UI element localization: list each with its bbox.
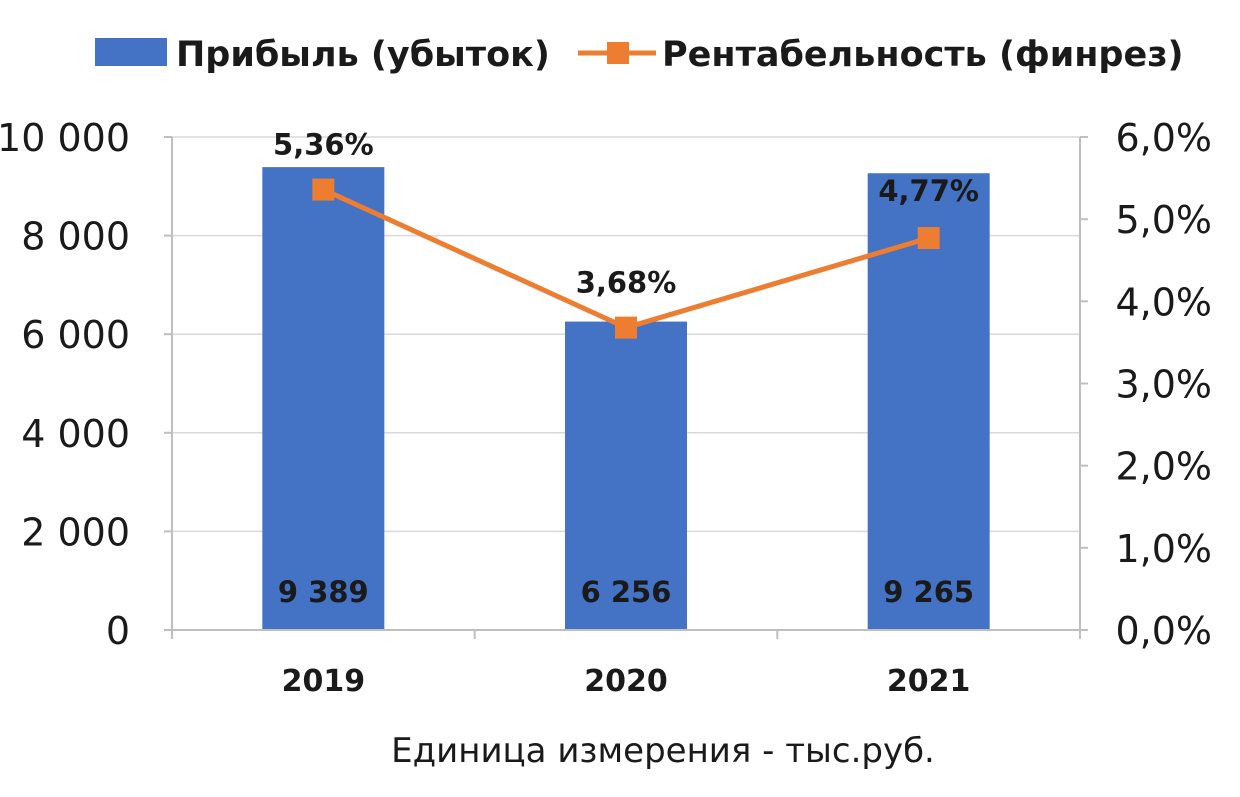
x-axis-label: Единица измерения - тыс.руб. bbox=[391, 731, 935, 771]
y-right-tick-label: 6,0% bbox=[1115, 116, 1212, 160]
y-left-tick-label: 4 000 bbox=[21, 412, 130, 456]
y-right-tick-label: 5,0% bbox=[1115, 198, 1212, 242]
x-category-label: 2021 bbox=[887, 664, 971, 699]
line-value-label: 5,36% bbox=[273, 128, 374, 162]
line-marker-2020 bbox=[615, 316, 637, 339]
y-right-tick-label: 2,0% bbox=[1115, 445, 1212, 489]
y-left-tick-label: 8 000 bbox=[21, 215, 130, 259]
legend-label-margin: Рентабельность (финрез) bbox=[662, 35, 1184, 75]
bar-value-label: 9 389 bbox=[278, 575, 369, 609]
margin-line bbox=[322, 187, 930, 331]
bar-value-label: 6 256 bbox=[581, 575, 672, 609]
y-right-tick-label: 4,0% bbox=[1115, 280, 1212, 324]
y-right-tick-label: 1,0% bbox=[1115, 527, 1212, 571]
bar-value-label: 9 265 bbox=[883, 575, 974, 609]
line-series bbox=[312, 178, 940, 339]
y-right-tick-label: 3,0% bbox=[1115, 363, 1212, 407]
line-marker-2019 bbox=[312, 178, 335, 201]
axes: 0 2 000 4 000 6 000 8 000 10 000 0,0% 1,0% 2,0% 3… bbox=[0, 116, 1212, 699]
bar-2020 bbox=[565, 321, 687, 630]
line-marker-2021 bbox=[917, 227, 940, 250]
legend: Прибыль (убыток) Рентабельность (финрез) bbox=[95, 35, 1184, 75]
x-category-label: 2020 bbox=[584, 664, 668, 699]
bar-series bbox=[262, 167, 990, 630]
legend-label-profit: Прибыль (убыток) bbox=[176, 35, 550, 75]
bar-2019 bbox=[262, 167, 385, 630]
y-left-tick-label: 10 000 bbox=[0, 116, 130, 160]
y-left-tick-label: 6 000 bbox=[21, 313, 130, 357]
y-left-tick-label: 2 000 bbox=[21, 510, 130, 554]
line-value-label: 4,77% bbox=[878, 174, 979, 208]
y-right-tick-label: 0,0% bbox=[1115, 609, 1212, 653]
y-left-tick-label: 0 bbox=[106, 609, 130, 653]
x-category-label: 2019 bbox=[282, 664, 366, 699]
line-value-label: 3,68% bbox=[576, 266, 677, 300]
legend-swatch-margin-marker bbox=[607, 42, 629, 64]
data-labels: 9 389 6 256 9 265 5,36% 3,68% 4,77% bbox=[273, 128, 979, 609]
legend-swatch-profit bbox=[95, 38, 167, 66]
